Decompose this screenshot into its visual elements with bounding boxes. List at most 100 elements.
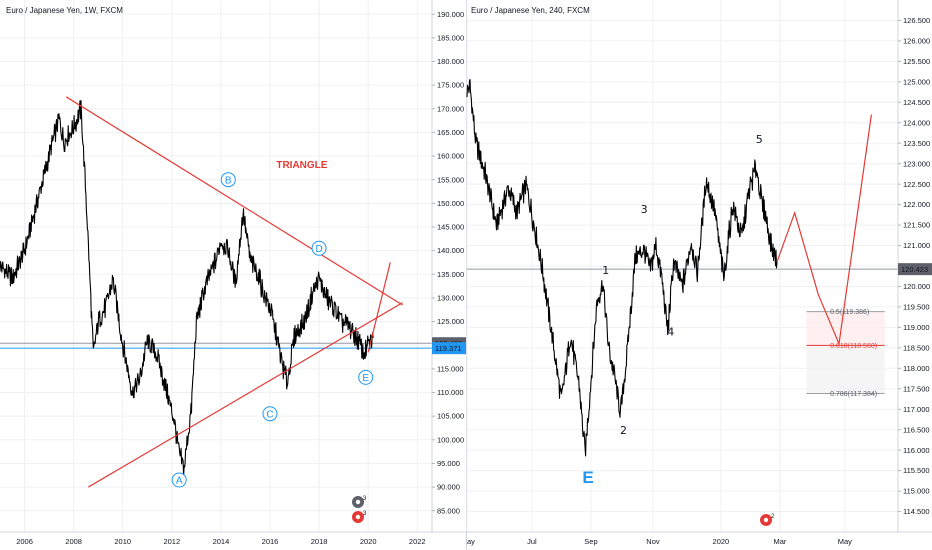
y-tick-label: 117.500 bbox=[903, 384, 930, 393]
price-line bbox=[466, 78, 778, 457]
y-tick-label: 124.500 bbox=[903, 98, 930, 107]
pattern-label: TRIANGLE bbox=[276, 160, 327, 171]
y-tick-label: 165.000 bbox=[437, 128, 464, 137]
y-tick-label: 120.000 bbox=[903, 282, 930, 291]
y-tick-label: 115.000 bbox=[437, 364, 464, 373]
y-tick-label: 116.500 bbox=[903, 425, 930, 434]
fib-level-label: 0.5(119.386) bbox=[830, 309, 869, 316]
wave-circle bbox=[171, 472, 187, 488]
y-tick-label: 135.000 bbox=[437, 270, 464, 279]
y-tick-label: 180.000 bbox=[437, 57, 464, 66]
y-tick-label: 116.000 bbox=[903, 446, 930, 455]
price-tag bbox=[898, 263, 932, 276]
y-tick-label: 125.000 bbox=[437, 317, 464, 326]
wave-label: 3 bbox=[641, 203, 648, 216]
y-tick-label: 190.000 bbox=[437, 10, 464, 19]
y-tick-label: 185.000 bbox=[437, 33, 464, 42]
fib-zone-upper bbox=[806, 311, 885, 346]
four-hour-time-axis[interactable]: ay Jul Sep Nov 2020 Mar May bbox=[467, 531, 932, 550]
svg-text:3: 3 bbox=[363, 496, 367, 502]
x-tick-label: Mar bbox=[773, 537, 786, 546]
projection-path bbox=[776, 114, 872, 347]
wave-label: 5 bbox=[756, 133, 763, 146]
y-tick-label: 126.000 bbox=[903, 37, 930, 46]
fib-zone-lower bbox=[806, 345, 885, 394]
y-tick-label: 130.000 bbox=[437, 294, 464, 303]
wave-circle bbox=[262, 406, 278, 422]
weekly-time-axis[interactable]: 2006 2008 2010 2012 2014 2016 2018 2020 2022 bbox=[0, 531, 466, 550]
y-tick-label: 121.500 bbox=[903, 221, 930, 230]
x-tick-label: Jul bbox=[527, 537, 537, 546]
weekly-grid bbox=[0, 0, 432, 532]
x-tick-label: 2010 bbox=[114, 537, 131, 546]
weekly-chart-title: Euro / Japanese Yen, 1W, FXCM bbox=[6, 6, 123, 15]
wave-label: D bbox=[315, 244, 322, 255]
x-tick-label: May bbox=[838, 537, 852, 546]
y-tick-label: 114.500 bbox=[903, 507, 930, 516]
four-hour-price-axis[interactable]: 114.500 115.000 115.500 116.000 116.500 117.0… bbox=[897, 0, 932, 532]
y-tick-label: 115.500 bbox=[903, 466, 930, 475]
y-tick-label: 124.000 bbox=[903, 118, 930, 127]
weekly-price-tags: 120.423119.371 bbox=[432, 337, 466, 355]
y-tick-label: 125.000 bbox=[903, 77, 930, 86]
y-tick-label: 170.000 bbox=[437, 104, 464, 113]
y-tick-label: 150.000 bbox=[437, 199, 464, 208]
weekly-chart-pane[interactable]: TRIANGLE A B C D E Euro / Japanese Yen, 1W, F… bbox=[0, 0, 466, 550]
wave-e-label: E bbox=[582, 468, 593, 487]
four-hour-price-series bbox=[466, 78, 778, 457]
x-tick-label: 2008 bbox=[65, 537, 82, 546]
tradingview-logo-icon: 3 3 bbox=[352, 496, 367, 523]
weekly-trendlines bbox=[65, 96, 403, 488]
wave-label: C bbox=[266, 409, 273, 420]
wave-circle bbox=[358, 369, 374, 385]
y-tick-label: 117.000 bbox=[903, 405, 930, 414]
four-hour-price-tags: 120.423 bbox=[898, 263, 932, 276]
wave-label: B bbox=[225, 175, 232, 186]
y-tick-label: 90.000 bbox=[437, 483, 460, 492]
x-tick-label: 2016 bbox=[262, 537, 279, 546]
x-tick-label: 2018 bbox=[311, 537, 328, 546]
x-tick-label: 2006 bbox=[16, 537, 33, 546]
y-tick-label: 123.500 bbox=[903, 139, 930, 148]
four-hour-wave-labels: 1 2 3 4 5 E bbox=[582, 133, 762, 487]
x-tick-label: 2022 bbox=[409, 537, 426, 546]
x-tick-label: 2020 bbox=[713, 537, 730, 546]
x-tick-label: Sep bbox=[584, 537, 597, 546]
y-tick-label: 118.500 bbox=[903, 343, 930, 352]
y-tick-label: 118.000 bbox=[903, 364, 930, 373]
trendline bbox=[65, 96, 403, 306]
x-tick-label: 2014 bbox=[213, 537, 230, 546]
projection-line bbox=[776, 114, 872, 347]
x-tick-label: 2012 bbox=[163, 537, 180, 546]
weekly-price-axis[interactable]: 85.000 90.000 95.000 100.000 105.000 110.000 1… bbox=[431, 0, 466, 532]
wave-label: E bbox=[362, 373, 369, 384]
y-tick-label: 155.000 bbox=[437, 175, 464, 184]
weekly-annotations: TRIANGLE A B C D E bbox=[171, 160, 374, 488]
y-tick-label: 110.000 bbox=[437, 388, 464, 397]
wave-label: 2 bbox=[620, 424, 627, 437]
y-tick-label: 160.000 bbox=[437, 152, 464, 161]
svg-text:2: 2 bbox=[771, 514, 775, 520]
y-tick-label: 140.000 bbox=[437, 246, 464, 255]
y-tick-label: 95.000 bbox=[437, 459, 460, 468]
y-tick-label: 85.000 bbox=[437, 506, 460, 515]
wave-circle bbox=[311, 240, 327, 256]
price-tag-label: 120.423 bbox=[901, 265, 928, 274]
svg-text:3: 3 bbox=[363, 511, 367, 517]
y-tick-label: 122.000 bbox=[903, 200, 930, 209]
x-tick-label: 2020 bbox=[360, 537, 377, 546]
fib-level-label: 0.618(118.560) bbox=[830, 343, 877, 350]
trendline bbox=[367, 262, 391, 353]
price-tag-label: 119.371 bbox=[435, 344, 462, 353]
x-tick-label: Nov bbox=[646, 537, 660, 546]
fibonacci-retracement[interactable]: 0.5(119.386) 0.618(118.560) 0.786(117.384) bbox=[806, 309, 885, 398]
y-tick-label: 123.000 bbox=[903, 159, 930, 168]
wave-label: 1 bbox=[602, 264, 609, 277]
y-tick-label: 126.500 bbox=[903, 16, 930, 25]
price-line bbox=[0, 100, 374, 478]
four-hour-chart-title: Euro / Japanese Yen, 240, FXCM bbox=[471, 6, 590, 15]
fib-level-label: 0.786(117.384) bbox=[830, 391, 877, 398]
weekly-price-series bbox=[0, 100, 374, 478]
wave-label: A bbox=[176, 476, 183, 487]
four-hour-chart-pane[interactable]: 0.5(119.386) 0.618(118.560) 0.786(117.384)… bbox=[466, 0, 932, 550]
